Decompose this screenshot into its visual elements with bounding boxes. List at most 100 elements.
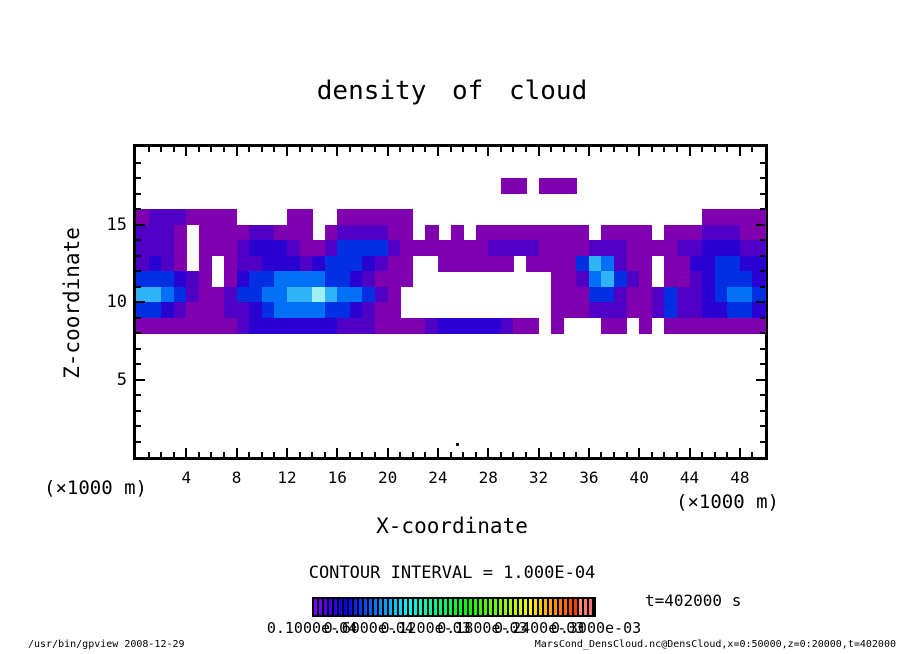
heatmap-cell: [626, 255, 640, 272]
heatmap-cell: [312, 286, 326, 303]
x-tick: [172, 452, 175, 457]
colorbar-strip: [579, 599, 582, 615]
colorbar-strip: [344, 599, 347, 615]
plot-frame: [133, 144, 768, 460]
heatmap-cell: [224, 240, 238, 257]
x-tick: [663, 147, 666, 152]
x-tick: [462, 452, 465, 457]
status-bar-dataset: MarsCond_DensCloud.nc@DensCloud,x=0:5000…: [534, 639, 896, 650]
colorbar-tick-label: 0.6000e-04: [323, 619, 414, 637]
x-tick: [487, 147, 490, 156]
x-tick: [298, 147, 301, 152]
heatmap-cell: [588, 255, 603, 272]
heatmap-cell: [752, 317, 766, 334]
heatmap-cell: [236, 255, 250, 272]
heatmap-cell: [400, 224, 414, 241]
colorbar-strip: [494, 599, 497, 615]
heatmap-cell: [500, 255, 514, 272]
heatmap-cell: [727, 271, 741, 288]
x-tick: [701, 452, 704, 457]
x-unit-label-right: (×1000 m): [676, 491, 779, 513]
heatmap-cell: [475, 224, 489, 241]
colorbar-strip: [524, 599, 527, 615]
heatmap-cell: [211, 286, 225, 303]
heatmap-cell: [299, 255, 313, 272]
heatmap-cell: [664, 255, 678, 272]
x-tick: [298, 452, 301, 457]
heatmap-cell: [387, 302, 401, 319]
heatmap-cell: [236, 240, 250, 257]
colorbar-strip: [329, 599, 332, 615]
heatmap-cell: [299, 240, 313, 257]
heatmap-cell: [375, 240, 389, 257]
x-tick: [197, 452, 200, 457]
heatmap-cell: [387, 271, 401, 288]
heatmap-cell: [588, 271, 603, 288]
heatmap-cell: [198, 224, 213, 241]
colorbar-strip: [484, 599, 487, 615]
x-tick: [323, 452, 326, 457]
heatmap-cell: [324, 271, 338, 288]
heatmap-cell: [299, 209, 313, 226]
x-tick: [449, 147, 452, 152]
heatmap-cell: [236, 286, 250, 303]
heatmap-cell: [349, 255, 364, 272]
heatmap-cell: [689, 271, 703, 288]
x-tick: [374, 147, 377, 152]
x-tick-label: 32: [528, 468, 549, 487]
x-tick: [550, 452, 553, 457]
heatmap-cell: [148, 271, 162, 288]
heatmap-cell: [224, 255, 238, 272]
x-tick: [399, 452, 402, 457]
heatmap-cell: [236, 271, 250, 288]
heatmap-cell: [551, 240, 565, 257]
heatmap-cell: [425, 224, 439, 241]
heatmap-cell: [224, 317, 238, 334]
colorbar-strip: [394, 599, 397, 615]
heatmap-cell: [500, 178, 514, 195]
colorbar-strip: [439, 599, 442, 615]
heatmap-cell: [563, 178, 577, 195]
heatmap-cell: [362, 317, 376, 334]
heatmap-cell: [664, 317, 678, 334]
colorbar-strip: [399, 599, 402, 615]
heatmap-cell: [563, 271, 577, 288]
heatmap-cell: [173, 255, 187, 272]
heatmap-cell: [286, 224, 301, 241]
heatmap-cell: [324, 224, 338, 241]
heatmap-cell: [437, 317, 452, 334]
heatmap-cell: [224, 224, 238, 241]
heatmap-cell: [198, 209, 213, 226]
heatmap-cell: [626, 271, 640, 288]
heatmap-cell: [513, 317, 527, 334]
heatmap-cell: [614, 224, 628, 241]
x-axis-title: X-coordinate: [376, 514, 528, 538]
x-tick: [185, 448, 188, 457]
heatmap-cell: [312, 240, 326, 257]
x-tick: [449, 452, 452, 457]
x-tick: [638, 147, 641, 156]
heatmap-cell: [463, 255, 477, 272]
heatmap-cell: [249, 286, 263, 303]
colorbar-strip: [569, 599, 572, 615]
colorbar-strip: [544, 599, 547, 615]
x-tick: [613, 147, 616, 152]
heatmap-cell: [400, 209, 414, 226]
y-tick: [756, 378, 765, 381]
heatmap-cell: [676, 255, 691, 272]
colorbar-strip: [389, 599, 392, 615]
x-tick: [411, 147, 414, 152]
colorbar-strip: [499, 599, 502, 615]
x-tick: [726, 147, 729, 152]
y-tick: [760, 285, 765, 288]
heatmap-cell: [337, 255, 351, 272]
colorbar-strip: [534, 599, 537, 615]
y-tick: [760, 270, 765, 272]
heatmap-cell: [337, 286, 351, 303]
y-tick: [136, 301, 145, 303]
heatmap-cell: [136, 240, 150, 257]
heatmap-cell: [261, 255, 275, 272]
heatmap-cell: [261, 224, 275, 241]
x-tick: [738, 147, 741, 156]
heatmap-cell: [576, 271, 590, 288]
